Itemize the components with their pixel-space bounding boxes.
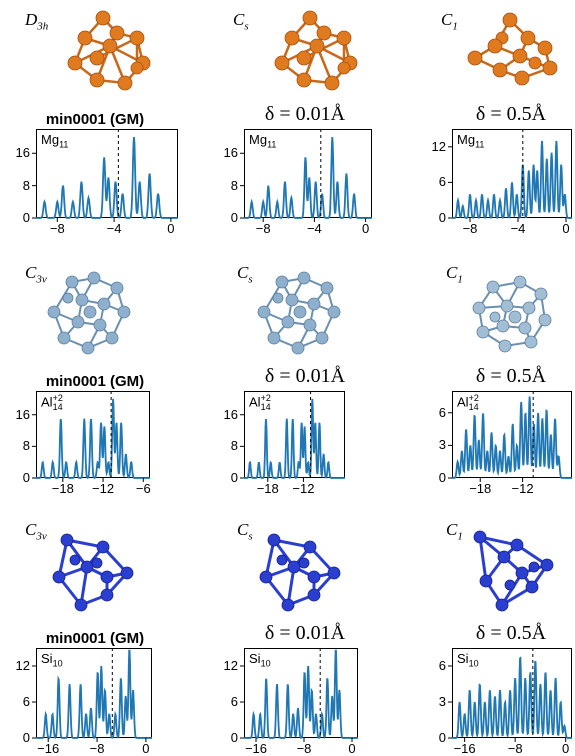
dos-series-line (36, 137, 178, 218)
dos-series-line (452, 397, 572, 479)
dos-series-line (36, 399, 150, 478)
dos-series-line (452, 141, 572, 218)
dos-series-line (36, 651, 152, 738)
dos-series-line (244, 137, 372, 218)
dos-series-line (244, 651, 358, 738)
dos-series-line (452, 658, 572, 738)
dos-series-line (244, 399, 345, 478)
